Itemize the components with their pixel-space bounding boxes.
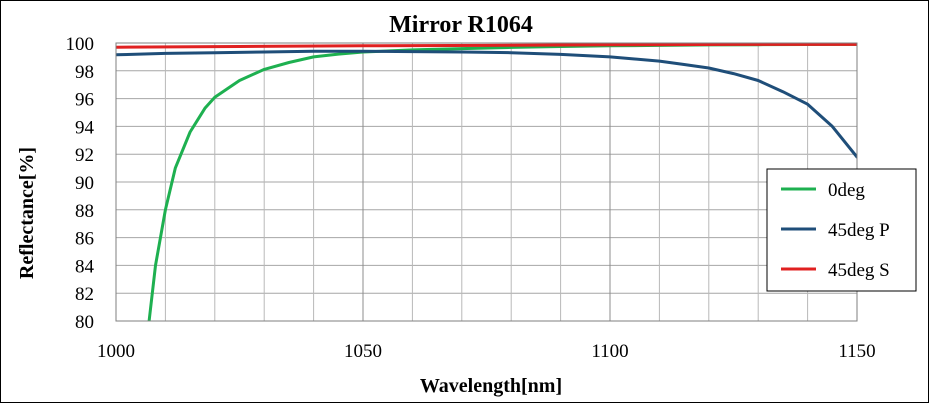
x-tick-label: 1050: [344, 341, 382, 362]
legend-label: 45deg S: [828, 260, 890, 281]
data-series: [116, 42, 857, 321]
y-tick-label: 94: [75, 117, 95, 138]
legend: 0deg 45deg P 45deg S: [766, 168, 917, 292]
series-line-0deg: [147, 42, 857, 321]
legend-label: 45deg P: [828, 220, 890, 241]
y-tick-label: 82: [75, 284, 94, 305]
series-line-45deg-p: [116, 49, 857, 159]
y-tick-label: 96: [75, 90, 94, 111]
y-axis-label: Reflectance[%]: [16, 147, 38, 279]
x-tick-label: 1150: [838, 341, 875, 362]
y-tick-label: 88: [75, 201, 94, 222]
x-axis-label: Wavelength[nm]: [420, 375, 562, 397]
y-tick-label: 86: [75, 229, 94, 250]
x-tick-labels: 1000 1050 1100 1150: [97, 341, 876, 362]
y-tick-label: 84: [75, 256, 95, 277]
y-tick-label: 92: [75, 145, 94, 166]
series-line-45deg-s: [116, 42, 857, 49]
y-tick-labels: 80 82 84 86 88 90 92 94 96 98 100: [66, 34, 95, 333]
y-tick-label: 100: [66, 34, 95, 55]
chart-title: Mirror R1064: [389, 12, 533, 38]
legend-label: 0deg: [828, 180, 865, 201]
grid-lines: [116, 42, 857, 322]
y-tick-label: 80: [75, 312, 94, 333]
x-tick-label: 1000: [97, 341, 135, 362]
y-tick-label: 90: [75, 173, 94, 194]
x-tick-label: 1100: [591, 341, 628, 362]
y-tick-label: 98: [75, 62, 94, 83]
